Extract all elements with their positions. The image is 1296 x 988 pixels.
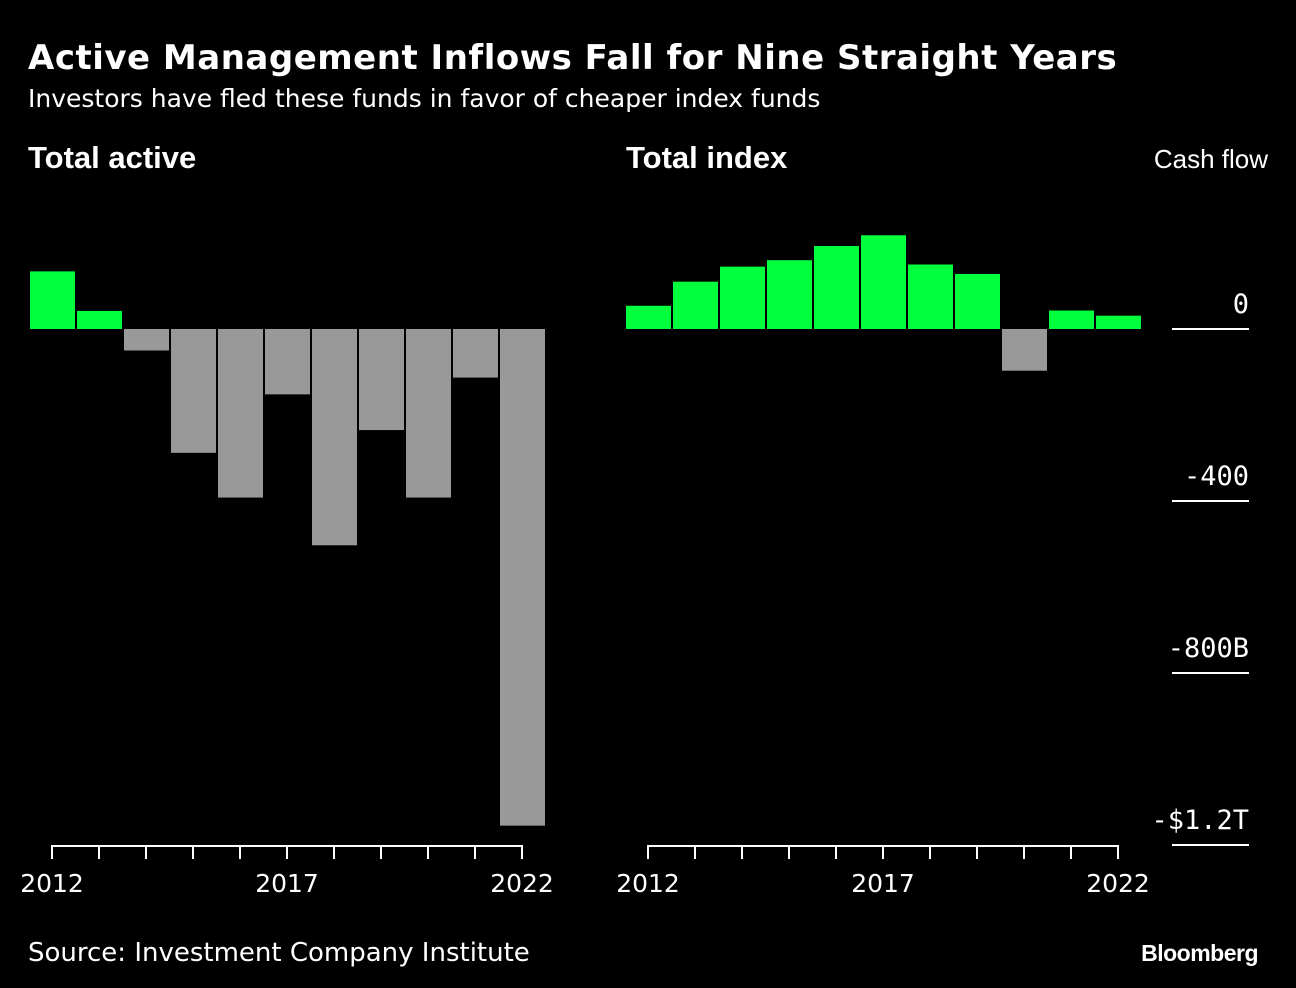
bar-active-2018 [312, 329, 357, 546]
bar-index-2020 [1002, 329, 1047, 371]
bar-index-2012 [626, 305, 671, 329]
y-tick-label-0: 0 [1233, 289, 1249, 320]
x-tick-label-active-2022: 2022 [490, 869, 554, 898]
bar-active-2016 [218, 329, 263, 498]
bar-active-2015 [171, 329, 216, 453]
bar-active-2019 [359, 329, 404, 431]
x-tick-label-index-2017: 2017 [851, 869, 915, 898]
x-tick-label-active-2012: 2012 [20, 869, 84, 898]
bar-active-2021 [453, 329, 498, 378]
panel-title-index: Total index [626, 140, 788, 175]
bloomberg-logo: Bloomberg [1141, 940, 1258, 966]
bar-index-2018 [908, 264, 953, 329]
bar-index-2021 [1049, 310, 1094, 329]
bar-active-2017 [265, 329, 310, 395]
y-tick-label-2: -800B [1168, 633, 1249, 664]
x-tick-label-index-2022: 2022 [1086, 869, 1150, 898]
panel-title-active: Total active [28, 140, 197, 175]
bar-index-2022 [1096, 315, 1141, 329]
bar-active-2020 [406, 329, 451, 498]
chart-title: Active Management Inflows Fall for Nine … [28, 38, 1118, 78]
x-tick-label-index-2012: 2012 [616, 869, 680, 898]
bar-active-2014 [124, 329, 169, 351]
source-note: Source: Investment Company Institute [28, 938, 530, 968]
chart-subtitle: Investors have fled these funds in favor… [28, 84, 821, 113]
bar-active-2012 [30, 271, 75, 329]
y-tick-label-3: -$1.2T [1151, 805, 1249, 836]
bar-active-2022 [500, 329, 545, 826]
bar-index-2015 [767, 260, 812, 329]
bar-index-2019 [955, 273, 1000, 329]
bar-index-2013 [673, 281, 718, 329]
bar-index-2017 [861, 235, 906, 329]
x-tick-label-active-2017: 2017 [255, 869, 319, 898]
bar-active-2013 [77, 310, 122, 329]
bar-index-2016 [814, 246, 859, 329]
bar-index-2014 [720, 266, 765, 329]
y-tick-label-1: -400 [1184, 461, 1249, 492]
y-axis-title: Cash flow [1153, 144, 1268, 174]
